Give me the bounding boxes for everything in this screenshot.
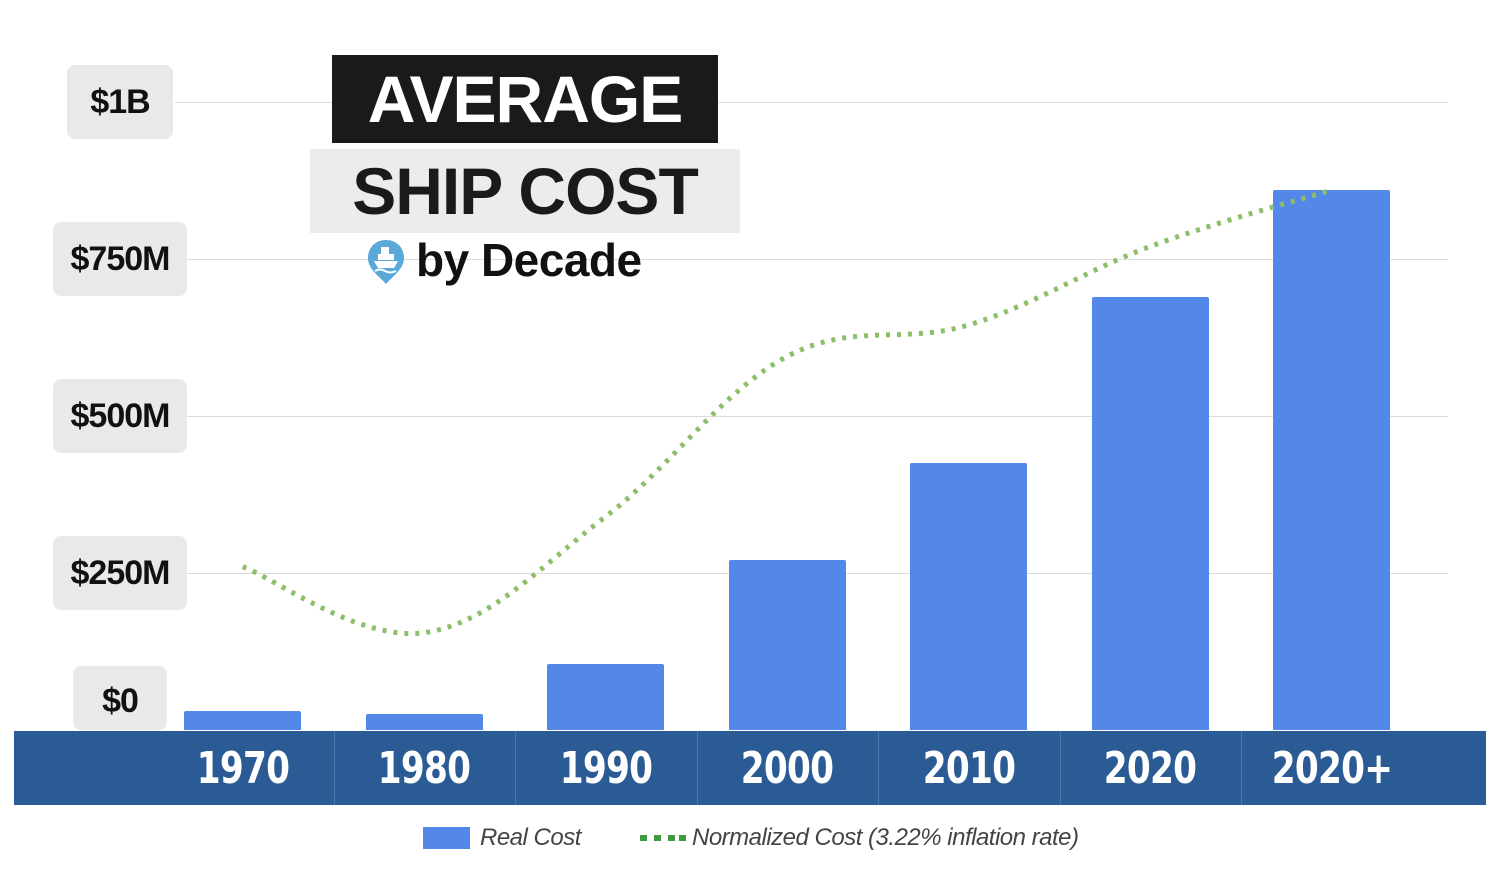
chart-title-line1: AVERAGE [332, 55, 718, 143]
y-tick-label: $0 [102, 682, 139, 720]
y-tick-badge [53, 536, 187, 610]
x-axis-divider [1060, 731, 1061, 805]
y-tick-label: $500M [70, 397, 171, 435]
legend-label-normalized-cost: Normalized Cost (3.22% inflation rate) [692, 824, 1079, 851]
x-tick-label: 1980 [378, 743, 471, 794]
chart-title-line2: SHIP COST [310, 149, 740, 233]
y-tick-label: $250M [70, 554, 171, 592]
bar-2010 [910, 463, 1028, 730]
bar-1990 [547, 664, 665, 730]
x-axis-band [14, 731, 1486, 805]
chart-subtitle: by Decade [416, 234, 642, 286]
gridline [175, 102, 1448, 103]
bar-1980 [365, 714, 483, 730]
bar-2020+ [1273, 189, 1391, 730]
x-tick-label: 1990 [559, 743, 653, 794]
x-tick-label: 2010 [922, 743, 1016, 794]
x-axis-divider [334, 731, 335, 805]
y-tick-badge [53, 379, 187, 453]
gridline [175, 416, 1448, 417]
x-axis-divider [697, 731, 698, 805]
y-tick-label: $750M [70, 240, 171, 278]
x-axis-divider [515, 731, 516, 805]
x-tick-label: 1970 [196, 743, 290, 794]
y-tick-badge [53, 222, 187, 296]
legend-swatch-normalized-cost [640, 835, 686, 841]
y-tick-badge [73, 666, 167, 730]
bar-1970 [184, 711, 302, 730]
y-tick-badge [67, 65, 173, 139]
x-tick-label: 2020+ [1271, 743, 1393, 794]
y-tick-label: $1B [90, 83, 150, 121]
x-tick-label: 2020 [1104, 743, 1197, 794]
bar-2020 [1091, 296, 1209, 730]
legend-label-real-cost: Real Cost [480, 824, 581, 851]
bar-2000 [728, 560, 846, 730]
legend-swatch-real-cost [423, 827, 470, 849]
ship-pin-icon [368, 240, 404, 284]
x-tick-label: 2000 [741, 743, 834, 794]
x-axis-divider [1241, 731, 1242, 805]
x-axis-divider [878, 731, 879, 805]
